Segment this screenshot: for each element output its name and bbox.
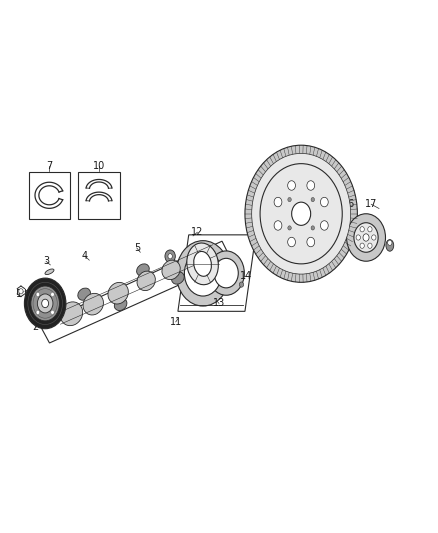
Circle shape — [388, 240, 392, 245]
Circle shape — [346, 214, 385, 261]
Circle shape — [51, 293, 54, 296]
Circle shape — [307, 237, 314, 247]
Circle shape — [31, 286, 60, 321]
Circle shape — [292, 202, 311, 225]
Ellipse shape — [188, 251, 204, 268]
Ellipse shape — [114, 298, 127, 311]
Circle shape — [288, 197, 291, 201]
Circle shape — [208, 251, 244, 295]
Ellipse shape — [45, 269, 54, 274]
Ellipse shape — [386, 240, 394, 251]
Circle shape — [36, 293, 39, 296]
Circle shape — [288, 181, 296, 190]
Circle shape — [214, 259, 238, 288]
Ellipse shape — [137, 264, 149, 276]
Circle shape — [311, 197, 314, 201]
Text: 14: 14 — [240, 271, 252, 281]
Text: 17: 17 — [365, 199, 378, 209]
Circle shape — [252, 154, 351, 274]
Circle shape — [363, 234, 369, 241]
Text: 12: 12 — [191, 227, 204, 237]
Ellipse shape — [194, 252, 212, 276]
Text: 4: 4 — [82, 251, 88, 261]
Circle shape — [176, 241, 230, 306]
Circle shape — [260, 164, 342, 264]
Text: 7: 7 — [46, 161, 52, 171]
Circle shape — [36, 310, 39, 314]
Circle shape — [288, 226, 291, 230]
Text: 6: 6 — [168, 251, 174, 261]
Text: 13: 13 — [213, 298, 225, 309]
Ellipse shape — [137, 271, 155, 290]
Circle shape — [354, 223, 378, 252]
Circle shape — [245, 145, 357, 282]
Ellipse shape — [162, 260, 180, 280]
Circle shape — [168, 254, 172, 259]
Text: 10: 10 — [93, 161, 105, 171]
Circle shape — [368, 243, 372, 248]
Bar — [78, 172, 120, 219]
Circle shape — [42, 299, 49, 308]
Circle shape — [288, 237, 296, 247]
Circle shape — [37, 294, 53, 313]
Bar — [29, 172, 70, 219]
Text: 15: 15 — [275, 164, 287, 174]
Text: 1: 1 — [16, 289, 22, 299]
Circle shape — [184, 251, 222, 296]
Ellipse shape — [60, 302, 83, 326]
Ellipse shape — [172, 272, 184, 284]
Text: 11: 11 — [170, 317, 182, 327]
Text: 3: 3 — [43, 256, 49, 266]
Text: 5: 5 — [134, 243, 140, 253]
Circle shape — [321, 197, 328, 207]
Circle shape — [356, 235, 360, 240]
Text: 2: 2 — [32, 322, 39, 332]
Circle shape — [307, 181, 314, 190]
Circle shape — [360, 243, 364, 248]
Circle shape — [321, 221, 328, 230]
Circle shape — [51, 310, 54, 314]
Ellipse shape — [83, 293, 103, 315]
Text: 16: 16 — [343, 199, 355, 209]
Circle shape — [311, 226, 314, 230]
Circle shape — [372, 235, 376, 240]
Circle shape — [239, 282, 244, 287]
Ellipse shape — [108, 282, 128, 304]
Circle shape — [360, 227, 364, 232]
Ellipse shape — [187, 243, 219, 285]
Circle shape — [274, 197, 282, 207]
Ellipse shape — [78, 288, 90, 300]
Circle shape — [165, 250, 175, 263]
Circle shape — [19, 289, 23, 294]
Circle shape — [368, 227, 372, 232]
Circle shape — [274, 221, 282, 230]
Circle shape — [25, 278, 66, 329]
